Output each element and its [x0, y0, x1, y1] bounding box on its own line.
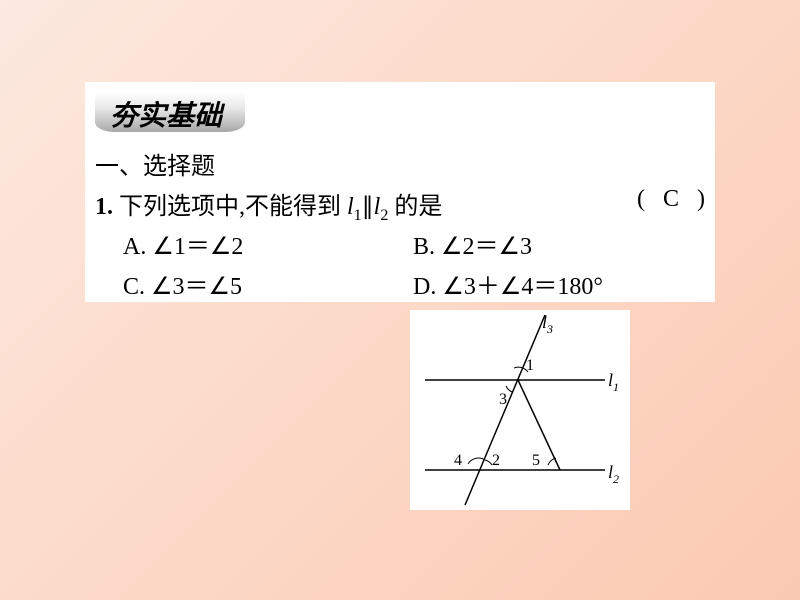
section-title: 夯实基础 — [110, 94, 222, 134]
question-stem-after: 的是 — [394, 194, 442, 220]
option-a: A. ∠1＝∠2 — [123, 226, 243, 261]
diagram-svg: l3 l1 l2 1 3 4 2 5 — [410, 310, 630, 510]
geometry-diagram: l3 l1 l2 1 3 4 2 5 — [410, 310, 630, 510]
parallel-symbol: ∥ — [362, 194, 374, 220]
l1-symbol: l — [347, 194, 354, 220]
l2-sub: 2 — [380, 207, 388, 224]
label-angle2: 2 — [492, 452, 500, 469]
question-stem-before: 下列选项中,不能得到 — [119, 194, 347, 220]
answer-letter: C — [663, 186, 679, 212]
diagram-bg — [410, 310, 630, 510]
option-d: D. ∠3＋∠4＝180° — [413, 266, 603, 301]
l1-sub: 1 — [354, 207, 362, 224]
question-line: 1. 下列选项中,不能得到 l1∥l2 的是 ( C ) — [95, 186, 705, 225]
option-c-label: C. — [123, 274, 145, 300]
content-box: 夯实基础 一、选择题 1. 下列选项中,不能得到 l1∥l2 的是 ( C ) … — [85, 82, 715, 302]
option-b-label: B. — [413, 234, 435, 260]
option-c-text: ∠3＝∠5 — [151, 274, 242, 300]
answer-paren: ( C ) — [637, 186, 705, 213]
section-header: 夯实基础 — [95, 92, 245, 132]
subtitle: 一、选择题 — [95, 146, 215, 181]
option-d-text: ∠3＋∠4＝180° — [442, 274, 603, 300]
label-angle4: 4 — [454, 452, 462, 469]
label-angle3: 3 — [499, 391, 507, 408]
paren-close: ) — [697, 186, 705, 212]
option-c: C. ∠3＝∠5 — [123, 266, 242, 301]
paren-open: ( — [637, 186, 645, 212]
option-d-label: D. — [413, 274, 436, 300]
label-angle5: 5 — [532, 452, 540, 469]
option-b: B. ∠2＝∠3 — [413, 226, 532, 261]
label-angle1: 1 — [526, 357, 534, 374]
option-a-label: A. — [123, 234, 146, 260]
option-b-text: ∠2＝∠3 — [441, 234, 532, 260]
option-a-text: ∠1＝∠2 — [152, 234, 243, 260]
question-number: 1. — [95, 194, 113, 220]
